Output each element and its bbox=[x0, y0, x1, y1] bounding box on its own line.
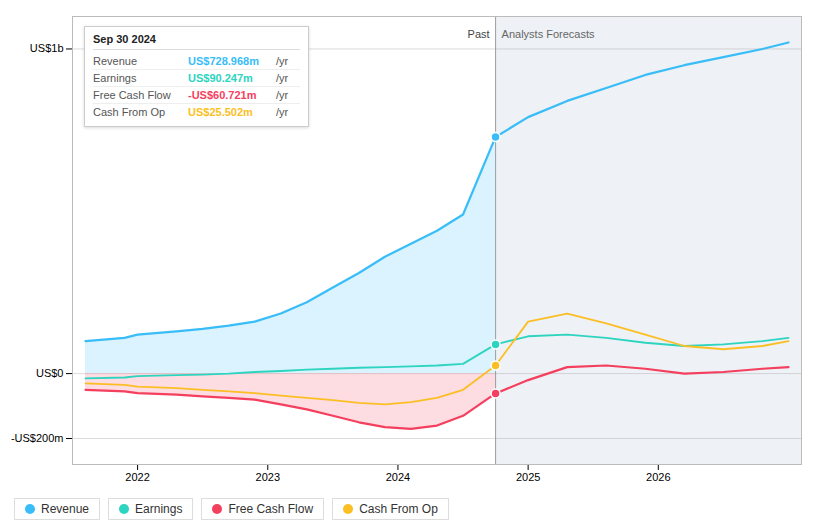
html-text:Sep 30 2024: Sep 30 2024 bbox=[93, 33, 156, 45]
html-text:US$728.968m: US$728.968m bbox=[188, 55, 259, 67]
html-text:/yr: /yr bbox=[273, 72, 289, 84]
html-text:US$90.247m: US$90.247m bbox=[188, 72, 253, 84]
html-text:/yr: /yr bbox=[273, 106, 289, 118]
html-text:Revenue: Revenue bbox=[41, 502, 89, 516]
html-text:/yr: /yr bbox=[273, 55, 289, 67]
html-text:Free Cash Flow: Free Cash Flow bbox=[93, 89, 171, 101]
html-text:Earnings: Earnings bbox=[135, 502, 183, 516]
html-text:Revenue: Revenue bbox=[93, 55, 137, 67]
svg-text:US$1b: US$1b bbox=[30, 42, 64, 54]
svg-text:2026: 2026 bbox=[646, 471, 670, 483]
svg-text:2024: 2024 bbox=[386, 471, 410, 483]
html-text:US$25.502m: US$25.502m bbox=[188, 106, 253, 118]
html-text:Cash From Op: Cash From Op bbox=[359, 502, 438, 516]
svg-text:2022: 2022 bbox=[125, 471, 149, 483]
svg-text:2025: 2025 bbox=[516, 471, 540, 483]
svg-text:US$0: US$0 bbox=[36, 367, 64, 379]
svg-text:Past: Past bbox=[468, 28, 490, 40]
svg-text:Analysts Forecasts: Analysts Forecasts bbox=[502, 28, 595, 40]
html-text:-US$60.721m: -US$60.721m bbox=[188, 89, 257, 101]
html-text:Free Cash Flow: Free Cash Flow bbox=[228, 502, 314, 516]
svg-text:2023: 2023 bbox=[256, 471, 280, 483]
html-text:Earnings: Earnings bbox=[93, 72, 137, 84]
html-text:Cash From Op: Cash From Op bbox=[93, 106, 166, 118]
svg-text:-US$200m: -US$200m bbox=[11, 432, 64, 444]
html-text:/yr: /yr bbox=[273, 89, 289, 101]
